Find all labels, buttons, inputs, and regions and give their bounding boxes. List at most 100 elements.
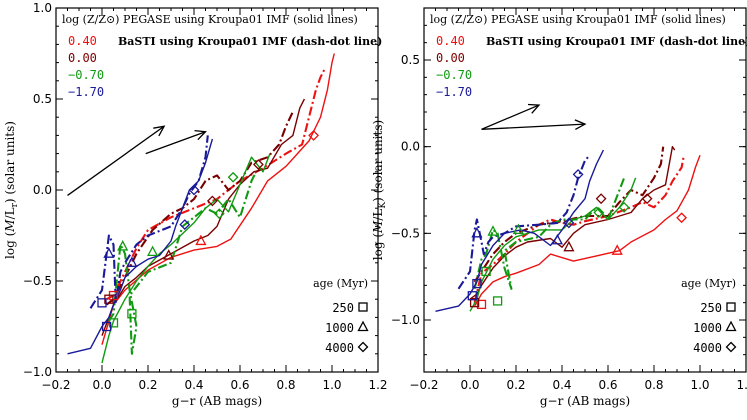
- y-axis-title-prefix: log (: [3, 232, 17, 259]
- pegase-track-line: [469, 145, 676, 300]
- y-tick-label: −0.5: [391, 226, 420, 240]
- age-legend-label: 250: [700, 301, 722, 315]
- y-tick-label: 1.0: [33, 1, 52, 15]
- age-marker-diamond: [618, 201, 630, 213]
- metallicity-legend: log (Z/Z⊙) PEGASE using Kroupa01 IMF (so…: [62, 13, 382, 99]
- age-marker-square: [127, 309, 137, 319]
- legend-header-text: log (Z/Z⊙) PEGASE using Kroupa01 IMF (so…: [62, 13, 358, 26]
- age-marker-triangle: [487, 225, 499, 236]
- age-marker-diamond: [595, 193, 607, 205]
- age-marker-diamond: [572, 168, 584, 180]
- pegase-track-line: [101, 153, 271, 364]
- x-tick-label: 1.2: [736, 378, 747, 392]
- y-axis-title-suffix: ) (solar units): [3, 121, 17, 203]
- plot-frame: [55, 7, 379, 373]
- x-tick-label: 0.8: [644, 378, 663, 392]
- y-axis-title-band: K: [378, 202, 388, 209]
- y-axis-title-slash: /L: [3, 207, 17, 219]
- x-tick-label: 0.2: [138, 378, 157, 392]
- age-legend-label: 4000: [325, 341, 354, 355]
- age-marker-square: [492, 296, 503, 306]
- y-tick-label: 0.5: [33, 92, 52, 106]
- basti-track-line: [108, 171, 258, 355]
- pegase-track-line: [473, 155, 701, 307]
- metallicity-label: −0.70: [68, 68, 104, 82]
- age-legend-label: 250: [332, 301, 354, 315]
- x-tick-label: 0.6: [230, 378, 249, 392]
- basti-legend-label: BaSTI using Kroupa01 IMF (dash-dot line): [118, 35, 382, 48]
- y-axis-title: log (M/Lr) (solar units): [3, 121, 20, 259]
- age-marker-diamond: [179, 219, 191, 230]
- pegase-track-line: [469, 177, 637, 312]
- age-legend-symbol-triangle: [357, 320, 369, 332]
- age-legend-symbol-square: [726, 302, 736, 312]
- x-tick-label: 1.2: [368, 378, 387, 392]
- age-legend-title: age (Myr): [313, 277, 368, 290]
- metallicity-label: −1.70: [68, 85, 104, 99]
- age-legend-label: 1000: [325, 321, 354, 335]
- plot-frame: [423, 7, 747, 373]
- left-panel: −0.2 0.0 0.2 0.4 0.6 0.8 1.0 1.2 −1.0 −0.5 0.0 0.5 1…: [3, 1, 388, 408]
- metallicity-label: 0.00: [68, 51, 97, 65]
- age-marker-triangle: [195, 234, 207, 246]
- age-marker-diamond: [308, 129, 320, 141]
- basti-track-line: [457, 154, 591, 290]
- vector-arrow-head: [527, 103, 541, 114]
- age-marker-triangle: [551, 233, 563, 245]
- y-axis-title-band: r: [10, 202, 20, 207]
- vector-arrow-shaft: [67, 125, 165, 196]
- vector-arrow-head: [153, 125, 166, 137]
- vector-arrow-shaft: [481, 104, 540, 130]
- age-marker-diamond: [188, 184, 200, 196]
- metallicity-label: 0.40: [436, 34, 465, 48]
- age-marker-triangle: [163, 249, 175, 260]
- metallicity-legend: log (Z/Z⊙) PEGASE using Kroupa01 IMF (so…: [430, 13, 747, 99]
- x-tick-label: −0.2: [41, 378, 70, 392]
- age-marker-diamond: [213, 208, 225, 220]
- age-marker-triangle: [117, 240, 129, 251]
- y-tick-label: 0.0: [401, 140, 420, 154]
- pegase-track-line: [101, 98, 306, 336]
- age-marker-triangle: [563, 240, 575, 252]
- age-marker-diamond: [563, 217, 575, 229]
- vector-arrow-shaft: [481, 123, 586, 130]
- age-legend-symbol-diamond: [357, 341, 369, 353]
- basti-track-line: [473, 146, 665, 283]
- age-marker-square: [97, 298, 107, 308]
- age-marker-triangle: [103, 247, 115, 258]
- age-marker-square: [467, 291, 477, 301]
- age-marker-triangle: [471, 226, 483, 238]
- y-axis-title-prefix: log (: [371, 233, 385, 260]
- data-layer: [67, 53, 335, 364]
- metallicity-label: 0.00: [436, 51, 465, 65]
- y-axis-title-slash: /L: [371, 209, 385, 221]
- age-marker-triangle: [611, 244, 623, 255]
- vector-arrow-shaft: [145, 131, 206, 155]
- legend-header: log (Z/Z⊙) PEGASE using Kroupa01 IMF (so…: [430, 13, 726, 26]
- data-layer: [435, 103, 701, 312]
- y-axis-title: log (M/LK) (solar units): [371, 120, 388, 260]
- basti-track-line: [105, 111, 294, 306]
- x-axis-title: g−r (AB mags): [172, 394, 262, 408]
- vector-arrow-head: [194, 130, 207, 141]
- pegase-track-line: [101, 53, 335, 345]
- y-axis-title-mass: M: [3, 219, 17, 233]
- x-tick-label: 0.4: [552, 378, 571, 392]
- legend-header-text: log (Z/Z⊙) PEGASE using Kroupa01 IMF (so…: [430, 13, 726, 26]
- right-panel: −0.2 0.0 0.2 0.4 0.6 0.8 1.0 1.2 −1.0 −0.5 0.0 0.5 g…: [371, 7, 747, 408]
- x-tick-label: 1.0: [322, 378, 341, 392]
- y-tick-label: 0.5: [401, 53, 420, 67]
- basti-legend-label: BaSTI using Kroupa01 IMF (dash-dot line): [486, 35, 747, 48]
- y-tick-label: −0.5: [23, 274, 52, 288]
- x-tick-label: 0.0: [460, 378, 479, 392]
- age-legend-symbol-square: [358, 302, 368, 312]
- age-legend: age (Myr) 250 1000 4000: [313, 277, 369, 355]
- legend-header: log (Z/Z⊙) PEGASE using Kroupa01 IMF (so…: [62, 13, 358, 26]
- pegase-track-line: [67, 138, 214, 355]
- x-axis-title: g−r (AB mags): [540, 394, 630, 408]
- y-axis-title-suffix: ) (solar units): [371, 120, 385, 202]
- age-marker-square: [476, 299, 487, 310]
- y-tick-label: 0.0: [33, 183, 52, 197]
- x-tick-label: 0.4: [184, 378, 203, 392]
